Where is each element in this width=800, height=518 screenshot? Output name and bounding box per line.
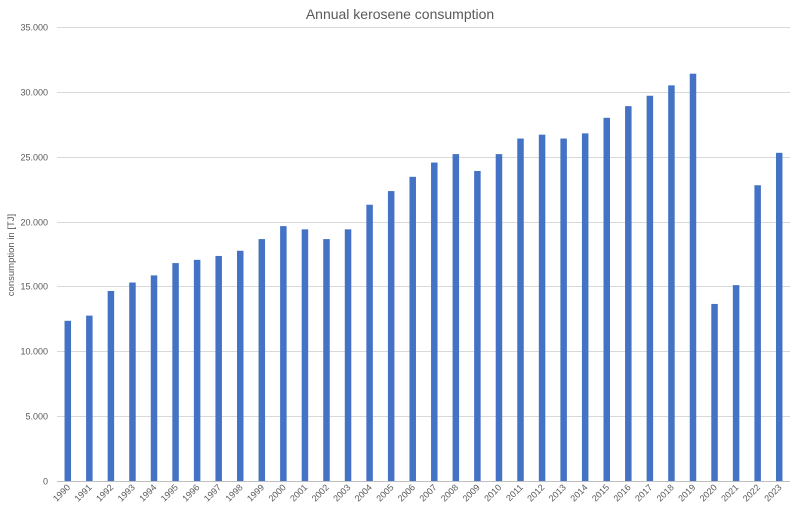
bar-1991	[86, 315, 93, 481]
y-axis-label: consumption in [TJ]	[6, 214, 17, 296]
x-tick-label: 2002	[310, 482, 331, 503]
bar-1995	[172, 263, 179, 481]
bar-2020	[711, 303, 718, 481]
bar-1997	[215, 255, 222, 481]
x-tick-label: 2000	[267, 482, 288, 503]
x-tick-label: 2023	[762, 482, 783, 503]
bar-2008	[452, 154, 460, 481]
y-tick-label: 25.000	[20, 153, 48, 163]
bar-2001	[301, 229, 309, 481]
bar-2023	[775, 152, 783, 481]
bar-2022	[754, 185, 761, 481]
x-tick-label: 2021	[719, 482, 740, 503]
x-tick-label: 1991	[72, 482, 93, 503]
x-tick-label: 2007	[417, 482, 438, 503]
x-tick-label: 2020	[698, 482, 719, 503]
y-tick-label: 5.000	[25, 412, 48, 422]
x-tick-label: 1997	[202, 482, 223, 503]
y-tick-label: 20.000	[20, 218, 48, 228]
x-tick-label: 1996	[180, 482, 201, 503]
bar-2006	[409, 176, 416, 481]
x-tick-label: 1993	[116, 482, 137, 503]
bar-1996	[193, 259, 201, 481]
bar-2017	[646, 95, 654, 481]
bar-2003	[344, 229, 352, 481]
x-tick-label: 2013	[547, 482, 568, 503]
bar-2014	[581, 133, 589, 481]
bars	[64, 73, 783, 482]
bar-2007	[431, 162, 438, 482]
x-tick-label: 2006	[396, 482, 417, 503]
y-tick-label: 10.000	[20, 347, 48, 357]
bar-1992	[107, 290, 115, 481]
y-tick-label: 30.000	[20, 88, 48, 98]
bar-2019	[689, 73, 697, 481]
y-axis-ticks: 0 5.000 10.000 15.000 20.000 25.000 30.000 35.0…	[20, 23, 48, 487]
bar-2012	[538, 134, 546, 481]
bar-1998	[237, 250, 244, 481]
x-tick-label: 1994	[137, 482, 158, 503]
bar-2000	[280, 226, 287, 481]
bar-2011	[517, 138, 524, 482]
x-tick-label: 1990	[51, 482, 72, 503]
bar-2018	[668, 85, 675, 482]
bar-2015	[603, 117, 610, 482]
bar-1994	[150, 275, 158, 481]
x-tick-label: 2004	[353, 482, 374, 503]
x-tick-label: 1995	[159, 482, 180, 503]
bar-2010	[495, 154, 503, 481]
bar-2005	[387, 191, 395, 481]
bar-2002	[323, 239, 330, 481]
y-tick-label: 15.000	[20, 282, 48, 292]
bar-2016	[625, 106, 632, 481]
bar-2004	[366, 204, 373, 481]
bar-1990	[64, 320, 72, 481]
x-tick-label: 2015	[590, 482, 611, 503]
bar-1993	[129, 282, 136, 481]
bar-1999	[258, 239, 266, 481]
x-tick-label: 1992	[94, 482, 115, 503]
x-tick-label: 2022	[741, 482, 762, 503]
x-tick-label: 2003	[331, 482, 352, 503]
chart-title: Annual kerosene consumption	[305, 6, 495, 22]
x-tick-label: 2005	[374, 482, 395, 503]
x-tick-label: 1998	[223, 482, 244, 503]
gridlines	[57, 27, 790, 482]
x-tick-label: 2017	[633, 482, 654, 503]
x-axis-ticks: 1990 1991 1992 1993 1994 1995 1996 1997 1998 1999…	[51, 482, 784, 503]
x-tick-label: 1999	[245, 482, 266, 503]
x-tick-label: 2008	[439, 482, 460, 503]
bar-2021	[732, 285, 740, 481]
bar-2013	[560, 138, 567, 482]
x-tick-label: 2001	[288, 482, 309, 503]
x-tick-label: 2018	[655, 482, 676, 503]
x-tick-label: 2012	[525, 482, 546, 503]
x-tick-label: 2019	[676, 482, 697, 503]
y-tick-label: 0	[43, 477, 48, 487]
x-tick-label: 2010	[482, 482, 503, 503]
x-tick-label: 2009	[461, 482, 482, 503]
bar-2009	[474, 170, 481, 482]
x-tick-label: 2014	[568, 482, 589, 503]
x-tick-label: 2016	[611, 482, 632, 503]
x-tick-label: 2011	[504, 482, 525, 503]
y-tick-label: 35.000	[20, 23, 48, 33]
